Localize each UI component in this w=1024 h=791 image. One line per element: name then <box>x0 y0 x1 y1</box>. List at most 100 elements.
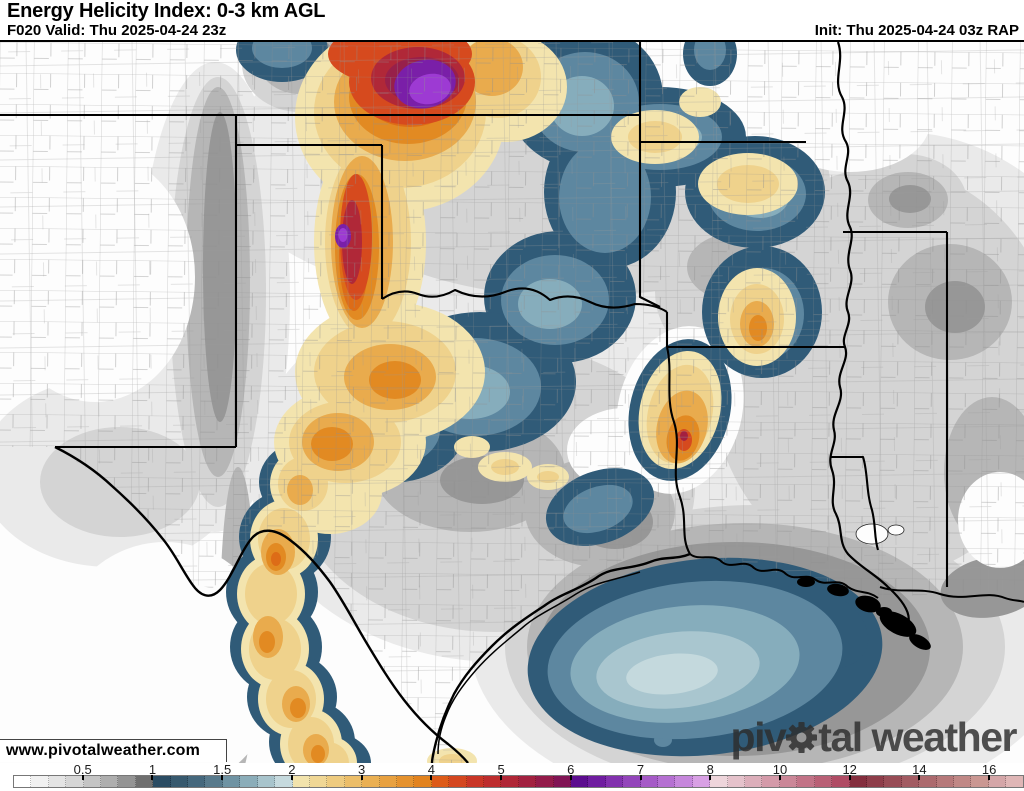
colorbar-cell <box>745 776 763 787</box>
colorbar-cell <box>14 776 32 787</box>
colorbar-cell <box>640 776 659 787</box>
colorbar-cell <box>884 776 902 787</box>
colorbar-cell <box>379 776 397 787</box>
colorbar-cell <box>449 776 467 787</box>
colorbar-cell <box>988 776 1007 787</box>
colorbar-cell <box>153 776 171 787</box>
colorbar-tick-mark <box>569 775 572 780</box>
colorbar-cell <box>866 776 885 787</box>
colorbar-cell <box>571 776 589 787</box>
colorbar-cell <box>692 776 711 787</box>
gear-icon <box>786 719 818 760</box>
colorbar-cell <box>797 776 815 787</box>
colorbar-cell <box>83 776 102 787</box>
colorbar-cell <box>466 776 484 787</box>
colorbar-cell <box>536 776 554 787</box>
colorbar-tick-label: 10 <box>772 762 788 777</box>
colorbar-cell <box>919 776 937 787</box>
colorbar-tick-label: 1.5 <box>213 762 232 777</box>
colorbar-tick-mark <box>988 775 991 780</box>
colorbar-tick-mark <box>81 775 84 780</box>
colorbar-tick-mark <box>778 775 781 780</box>
colorbar-cell <box>727 776 746 787</box>
colorbar-cell <box>518 776 537 787</box>
colorbar-tick-mark <box>221 775 224 780</box>
colorbar-tick-mark <box>360 775 363 780</box>
colorbar-cell <box>658 776 676 787</box>
colorbar-cell <box>292 776 310 787</box>
colorbar-tick-label: 8 <box>706 762 714 777</box>
colorbar-cell <box>344 776 363 787</box>
colorbar-tick-label: 16 <box>981 762 997 777</box>
map-image: www.pivotalweather.com piv tal weather <box>0 40 1024 763</box>
colorbar-cell <box>553 776 571 787</box>
colorbar-cell <box>588 776 606 787</box>
colorbar-tick-label: 12 <box>842 762 857 777</box>
colorbar-cell <box>710 776 728 787</box>
colorbar-cell <box>832 776 850 787</box>
colorbar-cell <box>309 776 328 787</box>
colorbar-cell <box>814 776 833 787</box>
barrier-islands <box>437 571 641 755</box>
colorbar-tick-mark <box>709 775 712 780</box>
colorbar-cell <box>188 776 206 787</box>
colorbar-tick-label: 7 <box>636 762 645 777</box>
colorbar-cell <box>953 776 972 787</box>
rio-grande-river <box>54 445 469 763</box>
colorbar-cells <box>13 775 1024 788</box>
colorbar-cell <box>936 776 954 787</box>
colorbar-cell <box>762 776 780 787</box>
page-title: Energy Helicity Index: 0-3 km AGL <box>7 0 326 22</box>
colorbar-tick-mark <box>918 775 921 780</box>
colorbar-cell <box>240 776 258 787</box>
colorbar-tick-mark <box>290 775 293 780</box>
logo-text-tal-weather: tal weather <box>818 713 1017 760</box>
texas-coastline <box>430 552 691 763</box>
gulf-coast-east <box>879 586 1024 603</box>
brand-logo: piv tal weather <box>730 713 1018 760</box>
colorbar-cell <box>31 776 49 787</box>
colorbar-tick-mark <box>430 775 433 780</box>
colorbar-cell <box>66 776 84 787</box>
colorbar-cell <box>205 776 223 787</box>
colorbar-tick-label: 5 <box>497 762 505 777</box>
colorbar-cell <box>623 776 641 787</box>
louisiana-coastline <box>689 553 879 599</box>
watermark-url: www.pivotalweather.com <box>0 739 227 762</box>
colorbar-cell <box>118 776 136 787</box>
colorbar-tick-label: 0.5 <box>73 762 92 777</box>
colorbar-cell <box>414 776 432 787</box>
colorbar-cell <box>1006 776 1023 787</box>
colorbar-cell <box>48 776 67 787</box>
colorbar-tick-label: 2 <box>288 762 296 777</box>
colorbar-cell <box>327 776 345 787</box>
colorbar-cell <box>779 776 798 787</box>
colorbar-tick-label: 3 <box>357 762 366 777</box>
colorbar-tick-label: 4 <box>427 762 435 777</box>
colorbar-cell <box>222 776 241 787</box>
colorbar-cell <box>101 776 119 787</box>
colorbar-cell <box>901 776 920 787</box>
coastlines-and-rivers <box>54 42 1024 763</box>
colorbar-tick-label: 6 <box>567 762 575 777</box>
delta-marsh <box>797 577 931 650</box>
colorbar-cell <box>170 776 189 787</box>
logo-text-piv: piv <box>730 713 787 760</box>
colorbar-tick-label: 1 <box>148 762 157 777</box>
colorbar-cell <box>605 776 624 787</box>
colorbar-cell <box>362 776 380 787</box>
colorbar-cell <box>675 776 693 787</box>
colorbar-cell <box>849 776 867 787</box>
colorbar-cell <box>396 776 415 787</box>
colorbar-tick-label: 14 <box>912 762 927 777</box>
state-borders <box>0 42 949 587</box>
colorbar-cell <box>501 776 519 787</box>
colorbar-cell <box>135 776 154 787</box>
colorbar-tick-mark <box>500 775 503 780</box>
colorbar-cell <box>275 776 293 787</box>
colorbar-cell <box>483 776 502 787</box>
colorbar-cell <box>431 776 450 787</box>
colorbar-cell <box>257 776 276 787</box>
colorbar-tick-mark <box>639 775 642 780</box>
